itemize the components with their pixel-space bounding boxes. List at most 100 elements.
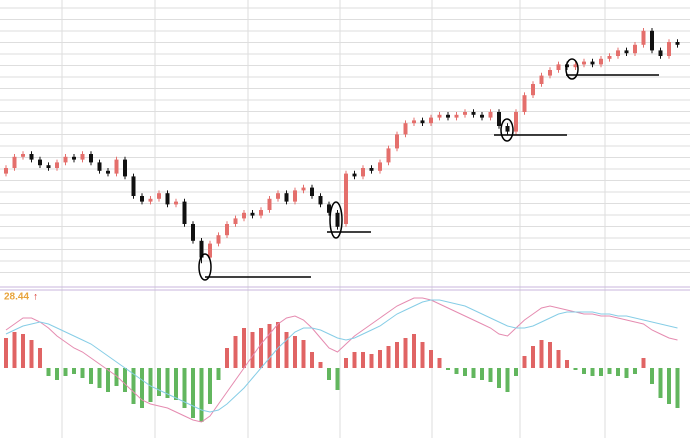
histogram-bar bbox=[582, 368, 586, 374]
candle-body bbox=[582, 61, 586, 65]
histogram-bar bbox=[667, 368, 671, 404]
histogram-bar bbox=[471, 368, 476, 378]
candle-body bbox=[548, 70, 552, 76]
candle-body bbox=[55, 162, 59, 168]
histogram-bar bbox=[106, 368, 110, 392]
histogram-bar bbox=[344, 358, 348, 368]
histogram-bar bbox=[616, 368, 620, 376]
candle-body bbox=[131, 176, 136, 196]
histogram-bar bbox=[21, 334, 25, 368]
histogram-bar bbox=[335, 368, 340, 390]
histogram-bar bbox=[242, 328, 246, 368]
histogram-bar bbox=[497, 368, 501, 388]
candle-body bbox=[446, 114, 450, 118]
candle-body bbox=[437, 114, 442, 118]
candle-body bbox=[199, 240, 204, 258]
histogram-bar bbox=[531, 346, 535, 368]
histogram-bar bbox=[216, 368, 221, 380]
candle-body bbox=[522, 95, 527, 112]
histogram-bar bbox=[284, 332, 289, 368]
candle-body bbox=[369, 168, 374, 171]
candle-body bbox=[378, 162, 382, 171]
histogram-bar bbox=[267, 324, 272, 368]
candle-body bbox=[114, 159, 119, 174]
histogram-bar bbox=[140, 368, 144, 408]
candle-body bbox=[531, 84, 535, 96]
histogram-bar bbox=[420, 342, 425, 368]
histogram-bar bbox=[301, 340, 306, 368]
candle-body bbox=[556, 64, 561, 70]
histogram-bar bbox=[89, 368, 93, 384]
candle-body bbox=[420, 120, 425, 124]
candle-body bbox=[80, 154, 85, 160]
histogram-bar bbox=[539, 340, 544, 368]
candle-body bbox=[650, 30, 654, 51]
histogram-bar bbox=[157, 368, 161, 396]
histogram-bar bbox=[488, 368, 493, 382]
candle-body bbox=[344, 173, 348, 224]
candle-body bbox=[267, 198, 272, 210]
histogram-bar bbox=[599, 368, 603, 376]
candle-body bbox=[327, 204, 331, 213]
candle-body bbox=[624, 50, 629, 54]
histogram-bar bbox=[403, 338, 408, 368]
candle-body bbox=[89, 154, 93, 163]
ellipse bbox=[500, 118, 514, 142]
histogram-bar bbox=[225, 348, 229, 368]
candle-body bbox=[318, 196, 323, 205]
histogram-bar bbox=[182, 368, 187, 408]
candle-body bbox=[539, 75, 544, 84]
histogram-bar bbox=[565, 360, 569, 368]
histogram-bar bbox=[395, 342, 399, 368]
histogram-bar bbox=[259, 328, 263, 368]
candle-body bbox=[641, 30, 646, 45]
candle-body bbox=[607, 56, 612, 59]
candle-body bbox=[412, 120, 416, 124]
ellipse bbox=[329, 201, 343, 239]
candle-body bbox=[573, 64, 578, 68]
histogram-bar bbox=[148, 368, 153, 402]
candle-body bbox=[675, 42, 680, 45]
histogram-bar bbox=[463, 368, 467, 376]
histogram-bar bbox=[97, 368, 102, 388]
histogram-bar bbox=[191, 368, 195, 418]
candle-body bbox=[140, 196, 144, 202]
histogram-bar bbox=[131, 368, 136, 404]
candle-body bbox=[63, 156, 68, 163]
histogram-bar bbox=[318, 362, 323, 368]
histogram-bar bbox=[114, 368, 119, 386]
candle-body bbox=[38, 159, 42, 166]
histogram-bar bbox=[352, 352, 357, 368]
histogram-bar bbox=[63, 368, 68, 376]
candle-body bbox=[658, 50, 663, 56]
candle-body bbox=[250, 212, 255, 216]
candle-body bbox=[505, 126, 510, 132]
histogram-bar bbox=[327, 368, 331, 380]
histogram-bar bbox=[369, 354, 374, 368]
histogram-bar bbox=[80, 368, 85, 378]
histogram-bar bbox=[454, 368, 459, 374]
candle-body bbox=[310, 187, 314, 196]
histogram-bar bbox=[174, 368, 178, 400]
histogram-bar bbox=[72, 368, 76, 374]
candle-body bbox=[590, 61, 595, 65]
histogram-bar bbox=[378, 350, 382, 368]
candle-body bbox=[191, 224, 195, 241]
histogram-bar bbox=[573, 368, 578, 370]
candle-body bbox=[284, 193, 289, 202]
histogram-bar bbox=[514, 368, 518, 376]
candle-body bbox=[352, 173, 357, 177]
candle-body bbox=[480, 114, 484, 118]
histogram-bar bbox=[165, 368, 170, 398]
histogram-bar bbox=[250, 332, 255, 368]
histogram-bar bbox=[276, 322, 280, 368]
indicator-line bbox=[5, 299, 678, 413]
histogram-bar bbox=[658, 368, 663, 398]
candle-body bbox=[361, 168, 365, 177]
candle-body bbox=[216, 235, 221, 244]
candle-body bbox=[386, 148, 391, 163]
candle-body bbox=[208, 243, 212, 258]
candle-body bbox=[21, 154, 25, 157]
